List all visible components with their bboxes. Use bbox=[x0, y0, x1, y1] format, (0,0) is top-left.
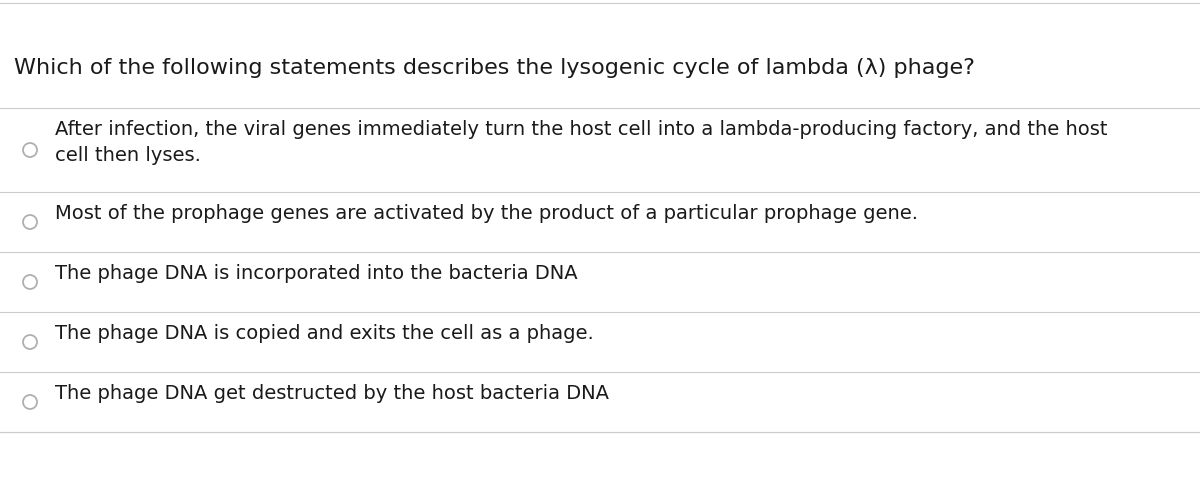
Text: The phage DNA is incorporated into the bacteria DNA: The phage DNA is incorporated into the b… bbox=[55, 264, 577, 283]
Text: Most of the prophage genes are activated by the product of a particular prophage: Most of the prophage genes are activated… bbox=[55, 204, 918, 223]
Text: The phage DNA get destructed by the host bacteria DNA: The phage DNA get destructed by the host… bbox=[55, 384, 610, 403]
Text: Which of the following statements describes the lysogenic cycle of lambda (λ) ph: Which of the following statements descri… bbox=[14, 58, 974, 78]
Text: The phage DNA is copied and exits the cell as a phage.: The phage DNA is copied and exits the ce… bbox=[55, 324, 594, 343]
Text: After infection, the viral genes immediately turn the host cell into a lambda-pr: After infection, the viral genes immedia… bbox=[55, 120, 1108, 165]
